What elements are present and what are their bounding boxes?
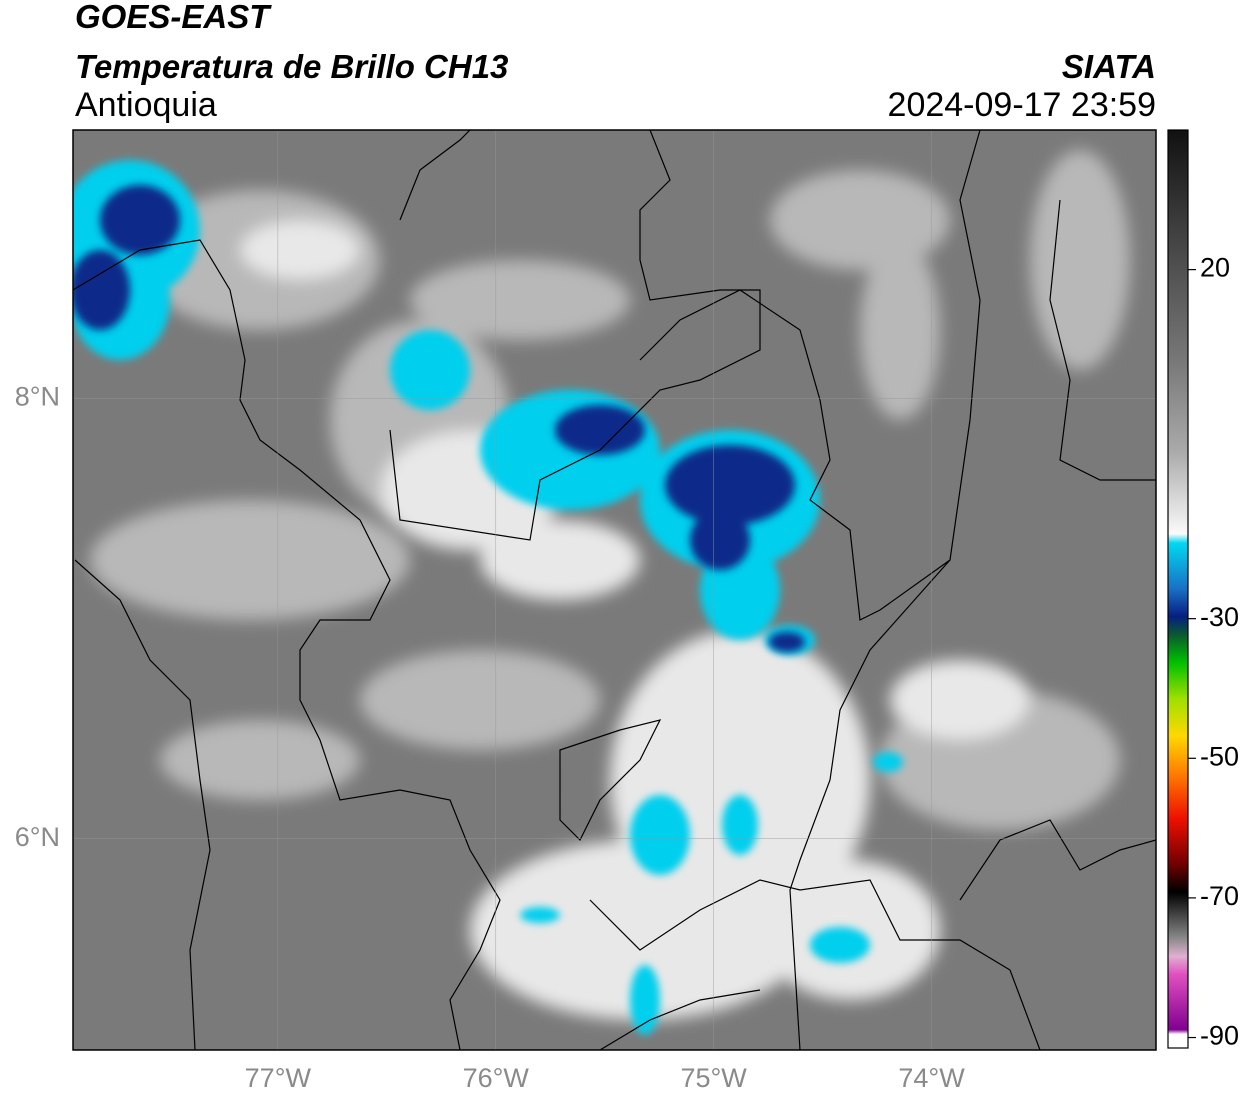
lon-tick-label: 74°W [898,1063,965,1093]
lon-tick-label: 75°W [680,1063,747,1093]
lon-tick-label: 77°W [245,1063,312,1093]
colorbar-tick-label: -30 [1200,602,1239,632]
colorbar-tick-label: 20 [1200,253,1230,283]
source: SIATA [1062,48,1156,85]
lon-tick-label: 76°W [463,1063,530,1093]
colorbar-tick-label: -90 [1200,1021,1239,1051]
map-frame [72,129,1157,1051]
colorbar-tick-label: -70 [1200,881,1239,911]
lat-tick-label: 8°N [15,382,60,412]
title: GOES-EAST [75,0,272,35]
datetime: 2024-09-17 23:59 [888,86,1156,124]
colorbar-tick-label: -50 [1200,741,1239,771]
graticule [73,130,1156,1050]
lat-tick-label: 6°N [15,822,60,852]
map-imagery [73,130,1156,1050]
region: Antioquia [75,86,217,124]
colorbar [1167,129,1189,1049]
borders [73,130,1156,1050]
subtitle: Temperatura de Brillo CH13 [75,48,508,85]
